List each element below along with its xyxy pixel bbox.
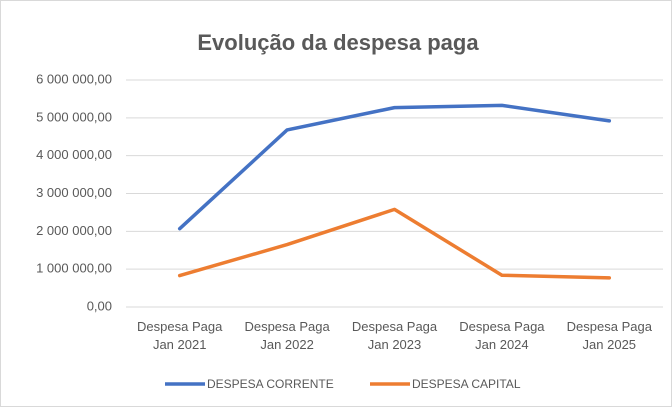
chart-title: Evolução da despesa paga [197, 30, 479, 55]
series-line [177, 103, 612, 231]
y-tick-label: 0,00 [87, 298, 112, 313]
y-tick-label: 6 000 000,00 [36, 71, 112, 86]
x-tick-label: Despesa Paga Jan 2024 [459, 319, 545, 352]
series-line [177, 207, 612, 280]
x-tick-label: Despesa Paga Jan 2023 [351, 319, 438, 352]
x-tick-label: Despesa Paga Jan 2021 [137, 319, 223, 352]
legend-label: DESPESA CAPITAL [412, 377, 521, 391]
y-tick-label: 1 000 000,00 [36, 261, 112, 276]
y-tick-label: 4 000 000,00 [36, 147, 112, 162]
x-tick-label: Despesa Paga Jan 2022 [244, 319, 330, 352]
legend-label: DESPESA CORRENTE [207, 377, 334, 391]
y-tick-label: 5 000 000,00 [36, 109, 112, 124]
x-tick-label: Despesa Paga Jan 2025 [566, 319, 652, 352]
y-tick-label: 2 000 000,00 [36, 223, 112, 238]
y-tick-label: 3 000 000,00 [36, 185, 112, 200]
